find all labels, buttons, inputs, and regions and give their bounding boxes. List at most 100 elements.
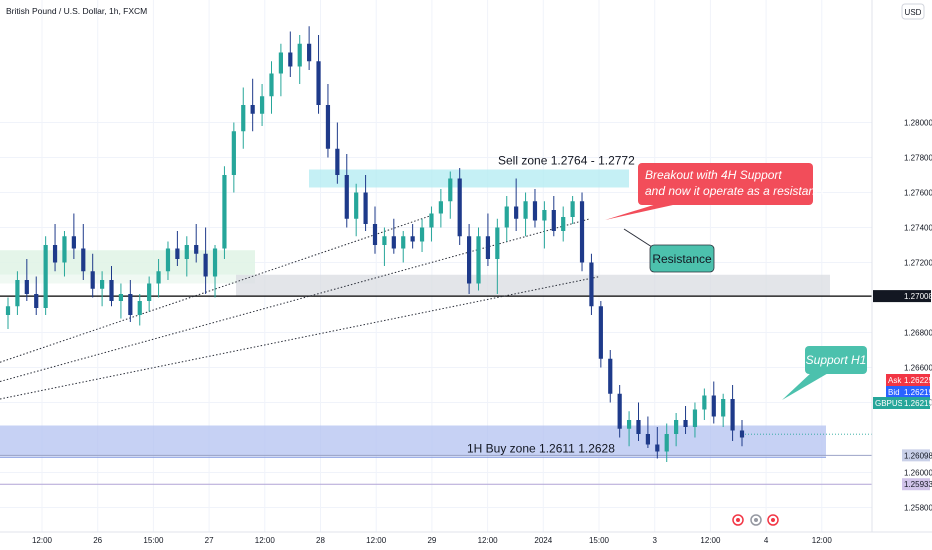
y-tick-label: 1.27600: [904, 189, 932, 198]
y-tick-label: 1.28000: [904, 119, 932, 128]
event-flag-icon[interactable]: [767, 514, 779, 526]
event-flag-dot: [771, 518, 775, 522]
breakout-text-2: and now it operate as a resistance: [645, 184, 828, 198]
candle-body: [617, 393, 622, 429]
candle-body: [297, 43, 302, 67]
candle-body: [391, 236, 396, 249]
candle-body: [269, 73, 274, 97]
x-tick-label: 12:00: [478, 536, 499, 545]
candle-body: [514, 206, 519, 219]
y-tick-label: 1.27400: [904, 224, 932, 233]
candle-body: [137, 301, 142, 315]
symbol-title: British Pound / U.S. Dollar, 1h, FXCM: [6, 6, 147, 16]
candle-body: [410, 236, 415, 242]
currency-button[interactable]: USD: [901, 3, 925, 20]
candle-body: [504, 206, 509, 228]
candle-body: [702, 395, 707, 410]
candle-body: [664, 434, 669, 452]
candle-body: [429, 213, 434, 228]
candle-body: [438, 201, 443, 214]
4h-support-zone: [236, 274, 830, 296]
candle-body: [203, 253, 208, 277]
candle-body: [175, 248, 180, 259]
candle-body: [532, 201, 538, 221]
x-tick-label: 12:00: [255, 536, 276, 545]
candle-body: [570, 201, 575, 217]
candle-body: [579, 201, 585, 263]
x-tick-label: 12:00: [812, 536, 833, 545]
bid-tag-label-bg: [886, 386, 902, 398]
candle-body: [34, 294, 39, 308]
candle-body: [118, 294, 124, 301]
y-tick-label: 1.26000: [904, 469, 932, 478]
candle-body: [128, 294, 133, 315]
symbol-tag-label: GBPUSD: [875, 399, 909, 408]
candle-body: [250, 105, 255, 114]
x-tick-label: 12:00: [366, 536, 387, 545]
x-tick-label: 12:00: [32, 536, 53, 545]
support-callout-box: [805, 346, 867, 374]
y-tick-label: 1.27800: [904, 154, 932, 163]
level-tag-text: 1.27008: [904, 292, 932, 301]
candle-body: [222, 175, 227, 249]
bid-tag-box: [902, 386, 930, 398]
candle-body: [457, 178, 462, 237]
candle-body: [626, 420, 632, 429]
bid-tag-value: 1.26219: [904, 388, 932, 397]
ask-tag-box: [902, 374, 930, 386]
candle-body: [231, 131, 236, 175]
candle-body: [344, 175, 349, 219]
candle-body: [90, 271, 95, 289]
support-band-left: [0, 250, 255, 275]
symbol-tag-value: 1.26219: [904, 399, 932, 408]
breakout-callout-box: [638, 163, 813, 205]
candle-body: [24, 280, 29, 294]
event-flag-dot: [736, 518, 740, 522]
candle-body: [62, 236, 67, 263]
bid-tag-label: Bid: [888, 388, 900, 397]
x-tick-label: 3: [652, 536, 657, 545]
candle-body: [495, 227, 500, 259]
candle-body: [316, 61, 321, 105]
y-tick-label: 1.27200: [904, 259, 932, 268]
candle-body: [184, 245, 189, 259]
candle-body: [674, 420, 679, 434]
y-tick-label: 1.26800: [904, 329, 932, 338]
candle-body: [561, 217, 566, 231]
event-flag-icon[interactable]: [750, 514, 762, 526]
symbol-tag-box: [902, 397, 930, 409]
candle-body: [241, 105, 246, 132]
sell-zone-rect: [309, 169, 629, 188]
candle-body: [165, 248, 171, 272]
candle-body: [655, 444, 660, 452]
trendline-1: [0, 218, 591, 382]
candle-body: [448, 178, 453, 202]
candle-body: [523, 201, 528, 219]
candle-body: [589, 262, 594, 307]
breakout-callout-pointer: [605, 203, 682, 220]
candle-body: [43, 245, 48, 308]
candle-body: [278, 52, 283, 74]
candle-body: [485, 236, 491, 259]
sell-zone-label: Sell zone 1.2764 - 1.2772: [498, 154, 635, 168]
x-tick-label: 15:00: [143, 536, 164, 545]
x-tick-label: 15:00: [589, 536, 610, 545]
x-tick-label: 12:00: [700, 536, 721, 545]
candle-body: [156, 271, 161, 284]
resistance-pointer: [623, 228, 653, 248]
event-flag-icon[interactable]: [732, 514, 744, 526]
candle-body: [721, 399, 726, 417]
candle-body: [259, 96, 265, 114]
candle-body: [109, 280, 114, 301]
breakout-text-1: Breakout with 4H Support: [645, 168, 782, 182]
resistance-box: [649, 244, 715, 273]
candle-body: [467, 236, 472, 284]
candle-body: [81, 248, 86, 272]
x-tick-label: 29: [427, 536, 436, 545]
candle-body: [711, 395, 716, 417]
level2-tag-box: [902, 449, 930, 462]
symbol-tag-label-bg: [873, 397, 902, 409]
trendline-0: [0, 214, 433, 363]
x-tick-label: 28: [316, 536, 325, 545]
